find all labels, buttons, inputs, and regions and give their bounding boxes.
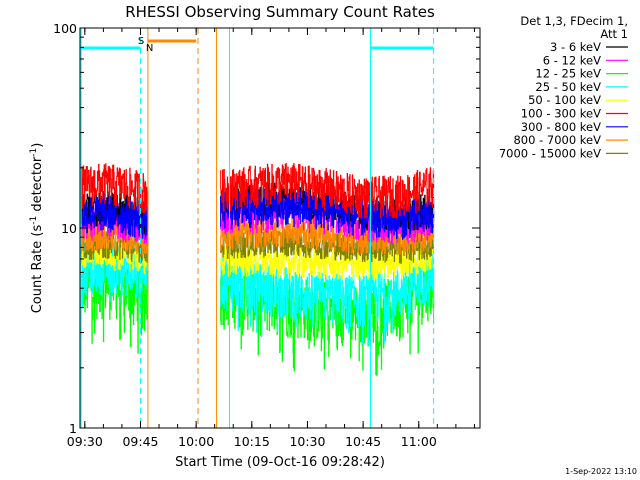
y-tick-label: 10 bbox=[61, 221, 77, 236]
series-segment-1 bbox=[80, 163, 149, 214]
legend-header-line-1: Det 1,3, FDecim 1, bbox=[520, 14, 628, 28]
legend-entry-label: 25 - 50 keV bbox=[535, 80, 601, 94]
legend-header-line-2: Att 1 bbox=[600, 27, 628, 41]
saa-flag-label: S bbox=[138, 36, 144, 47]
x-axis-ticks: 09:30 09:45 10:00 10:15 10:30 10:45 11:00 bbox=[67, 28, 475, 449]
series-segment-2 bbox=[220, 241, 435, 281]
legend-entry-label: 800 - 7000 keV bbox=[513, 133, 601, 147]
series-segment-2 bbox=[220, 187, 435, 240]
x-tick-label: 10:00 bbox=[178, 434, 214, 449]
x-tick-label: 10:15 bbox=[234, 434, 270, 449]
x-tick-label: 10:45 bbox=[345, 434, 381, 449]
y-tick-label: 100 bbox=[53, 21, 77, 36]
y-tick-label: 1 bbox=[69, 421, 77, 436]
legend-entry-label: 100 - 300 keV bbox=[521, 107, 601, 121]
chart-title: RHESSI Observing Summary Count Rates bbox=[125, 3, 435, 21]
series-segment-2 bbox=[220, 163, 435, 219]
plot-data bbox=[80, 163, 435, 376]
y-axis-label: Count Rate (s-1 detector-1) bbox=[29, 143, 45, 314]
footer-timestamp: 1-Sep-2022 13:10 bbox=[565, 467, 637, 476]
legend-entry-label: 300 - 800 keV bbox=[521, 120, 601, 134]
legend-entry-label: 12 - 25 keV bbox=[535, 67, 601, 81]
legend-entry-label: 50 - 100 keV bbox=[528, 93, 601, 107]
x-tick-label: 11:00 bbox=[401, 434, 437, 449]
legend-entry-label: 3 - 6 keV bbox=[550, 40, 601, 54]
x-tick-label: 10:30 bbox=[289, 434, 325, 449]
x-tick-label: 09:30 bbox=[67, 434, 103, 449]
flag-bars: SN bbox=[81, 36, 434, 54]
legend-entry-label: 7000 - 15000 keV bbox=[499, 146, 601, 160]
legend-entry-label: 6 - 12 keV bbox=[543, 53, 601, 67]
y-axis-ticks: 1 10 100 bbox=[53, 21, 480, 436]
night-flag-label: N bbox=[146, 43, 153, 54]
series-100-300-keV-trace bbox=[80, 163, 435, 219]
x-axis-label: Start Time (09-Oct-16 09:28:42) bbox=[175, 455, 385, 470]
x-tick-label: 09:45 bbox=[122, 434, 158, 449]
